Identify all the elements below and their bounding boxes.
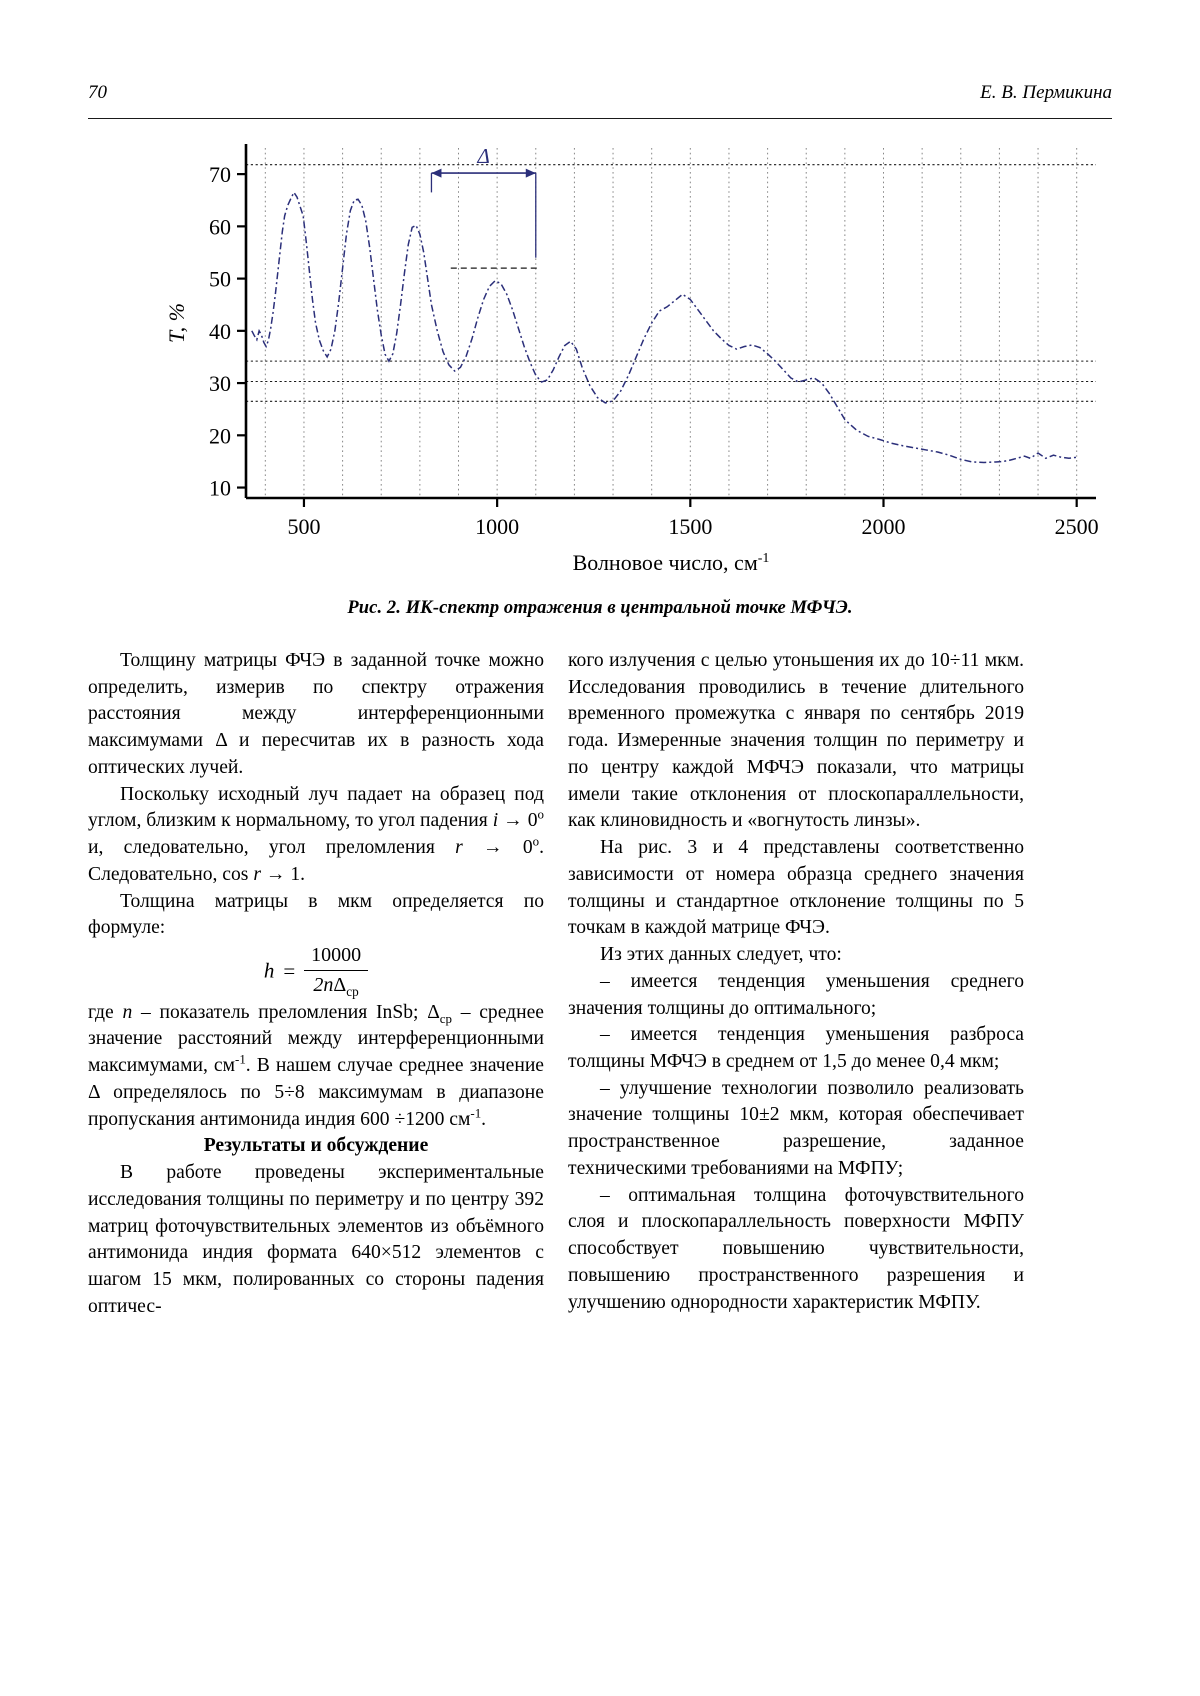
list-item: – имеется тенденция уменьшения разброса … [568, 1022, 1024, 1075]
document-page: 70 Е. В. Пермикина 10 20 30 40 50 60 70 500 1000… [0, 0, 1200, 1696]
svg-text:Δ: Δ [476, 144, 489, 168]
svg-text:50: 50 [209, 267, 231, 292]
paragraph: Из этих данных следует, что: [568, 942, 1024, 969]
svg-text:70: 70 [209, 162, 231, 187]
svg-text:2000: 2000 [862, 514, 906, 539]
svg-text:40: 40 [209, 319, 231, 344]
running-head: 70 Е. В. Пермикина [88, 82, 1112, 112]
section-heading: Результаты и обсуждение [88, 1133, 544, 1160]
figure-2-chart: 10 20 30 40 50 60 70 500 1000 1500 2000 2500 Волново… [88, 128, 1112, 588]
list-item: – оптимальная толщина фоточувствительног… [568, 1183, 1024, 1317]
formula-fraction: 10000 2nΔср [304, 942, 368, 1000]
svg-text:60: 60 [209, 214, 231, 239]
figure-caption: Рис. 2. ИК-спектр отражения в центрально… [88, 598, 1112, 619]
paragraph: На рис. 3 и 4 представлены соответственн… [568, 835, 1024, 942]
svg-text:30: 30 [209, 371, 231, 396]
paragraph: Толщина матрицы в мкм определяется по фо… [88, 889, 544, 942]
svg-text:1000: 1000 [475, 514, 519, 539]
svg-text:500: 500 [287, 514, 320, 539]
svg-text:T, %: T, % [164, 303, 189, 343]
paragraph: где n – показатель преломления InSb; Δср… [88, 1000, 544, 1134]
formula-numerator: 10000 [304, 942, 368, 970]
thickness-formula: h = 10000 2nΔср [88, 942, 544, 1000]
page-number: 70 [88, 82, 107, 104]
text-column-left: Толщину матрицы ФЧЭ в заданной точке мож… [88, 648, 544, 1320]
ir-reflection-spectrum-plot: 10 20 30 40 50 60 70 500 1000 1500 2000 2500 Волново… [88, 128, 1112, 588]
formula-equals: = [279, 959, 299, 983]
svg-text:10: 10 [209, 476, 231, 501]
running-author: Е. В. Пермикина [980, 82, 1112, 104]
paragraph: Толщину матрицы ФЧЭ в заданной точке мож… [88, 648, 544, 782]
list-item: – имеется тенденция уменьшения среднего … [568, 969, 1024, 1022]
text-column-right: кого излучения с целью утоньшения их до … [568, 648, 1024, 1316]
formula-lhs: h [264, 959, 275, 983]
svg-text:20: 20 [209, 423, 231, 448]
paragraph: Поскольку исходный луч падает на образец… [88, 782, 544, 889]
paragraph: кого излучения с целью утоньшения их до … [568, 648, 1024, 835]
svg-text:1500: 1500 [668, 514, 712, 539]
svg-text:2500: 2500 [1055, 514, 1099, 539]
svg-text:Волновое число, см-1: Волновое число, см-1 [573, 550, 770, 575]
header-divider [88, 118, 1112, 119]
formula-denominator: 2nΔср [304, 970, 368, 999]
paragraph: В работе проведены экспериментальные исс… [88, 1160, 544, 1320]
list-item: – улучшение технологии позволило реализо… [568, 1076, 1024, 1183]
